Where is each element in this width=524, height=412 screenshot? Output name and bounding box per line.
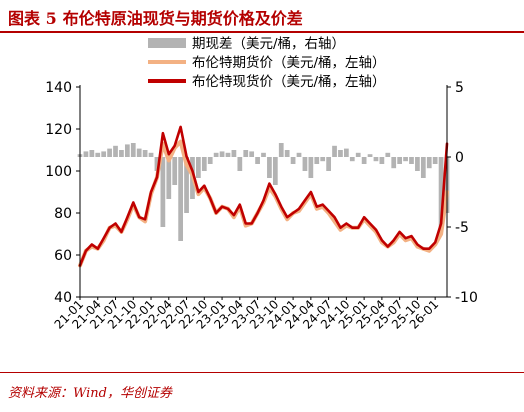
spread-bar xyxy=(113,145,118,157)
left-tick-label: 40 xyxy=(54,290,72,306)
right-tick-label: -5 xyxy=(455,220,469,236)
spread-bar xyxy=(136,148,142,157)
spread-bar xyxy=(391,157,397,169)
legend-swatch-spread xyxy=(148,38,186,48)
spread-bar xyxy=(426,157,432,169)
spread-bar xyxy=(332,145,337,157)
legend-label: 期现差（美元/桶，右轴） xyxy=(192,36,345,52)
spread-bar xyxy=(124,144,130,157)
spread-bar xyxy=(320,157,326,162)
figure-label: 图表 5 xyxy=(8,9,57,28)
spread-bar xyxy=(130,143,136,157)
spread-bar xyxy=(290,157,296,164)
left-tick-label: 120 xyxy=(45,122,72,138)
spread-bar xyxy=(178,157,183,241)
spread-bar xyxy=(166,157,172,199)
legend: 期现差（美元/桶，右轴） 布伦特期货价（美元/桶，左轴） 布伦特现货价（美元/桶，左… xyxy=(148,36,386,90)
source-note: 资料来源：Wind，华创证券 xyxy=(8,386,172,401)
spread-bar xyxy=(89,150,95,157)
spread-bars xyxy=(77,143,450,241)
spread-bar xyxy=(272,157,278,185)
spread-bar xyxy=(326,157,331,171)
spread-bar xyxy=(267,157,272,178)
brent-chart: 406080100120140-10-50521-0121-0421-0721-… xyxy=(45,36,478,332)
source-rule xyxy=(0,372,524,373)
spread-bar xyxy=(373,157,379,162)
title-rule xyxy=(0,31,524,33)
spread-bar xyxy=(385,152,391,157)
right-tick-label: 5 xyxy=(455,80,464,96)
spread-bar xyxy=(355,152,361,157)
spread-bar xyxy=(302,157,308,171)
spread-bar xyxy=(119,150,124,157)
spread-bar xyxy=(207,157,213,164)
spread-bar xyxy=(415,157,420,171)
spread-bar xyxy=(367,154,373,157)
legend-label: 布伦特期货价（美元/桶，左轴） xyxy=(192,54,386,71)
spread-bar xyxy=(249,151,255,157)
spread-bar xyxy=(397,157,403,164)
spread-bar xyxy=(154,157,160,171)
spread-bar xyxy=(172,157,178,185)
spread-bar xyxy=(160,157,166,227)
spread-bar xyxy=(184,157,189,213)
spread-bar xyxy=(296,152,302,157)
right-tick-label: -10 xyxy=(455,290,478,306)
spread-bar xyxy=(201,157,207,171)
right-tick-label: 0 xyxy=(455,150,464,166)
figure-title: 图表 5 布伦特原油现货与期货价格及价差 xyxy=(8,5,309,29)
spread-bar xyxy=(432,157,438,164)
spread-bar xyxy=(314,157,320,164)
spread-bar xyxy=(83,151,89,157)
spread-bar xyxy=(237,157,243,171)
left-tick-label: 80 xyxy=(54,206,72,222)
left-tick-label: 140 xyxy=(45,80,72,96)
spread-bar xyxy=(196,157,201,178)
spread-bar xyxy=(403,157,408,162)
spread-bar xyxy=(243,150,249,157)
spread-bar xyxy=(349,157,355,162)
spread-bar xyxy=(308,157,314,178)
legend-label: 布伦特现货价（美元/桶，左轴） xyxy=(192,73,386,90)
spread-bar xyxy=(420,157,426,178)
spread-bar xyxy=(284,150,290,157)
spread-bar xyxy=(261,152,266,157)
spread-bar xyxy=(148,152,154,157)
spread-bar xyxy=(225,152,231,157)
spread-bar xyxy=(278,143,284,157)
spread-bar xyxy=(101,151,107,157)
spread-bar xyxy=(107,148,112,157)
spread-bar xyxy=(361,157,367,164)
spread-bar xyxy=(438,157,444,227)
spread-bar xyxy=(379,157,385,164)
left-tick-label: 60 xyxy=(54,248,72,264)
spread-bar xyxy=(409,157,414,164)
spot-price-line xyxy=(78,125,449,267)
spread-bar xyxy=(213,152,219,157)
axes: 406080100120140-10-50521-0121-0421-0721-… xyxy=(45,80,478,332)
spread-bar xyxy=(231,150,237,157)
price-lines xyxy=(78,125,449,268)
left-tick-label: 100 xyxy=(45,164,72,180)
spread-bar xyxy=(344,148,349,157)
chart-title: 布伦特原油现货与期货价格及价差 xyxy=(62,9,303,28)
spread-bar xyxy=(95,152,101,157)
spread-bar xyxy=(219,151,225,157)
spread-bar xyxy=(255,157,260,164)
spread-bar xyxy=(142,150,148,157)
spread-bar xyxy=(338,150,343,157)
